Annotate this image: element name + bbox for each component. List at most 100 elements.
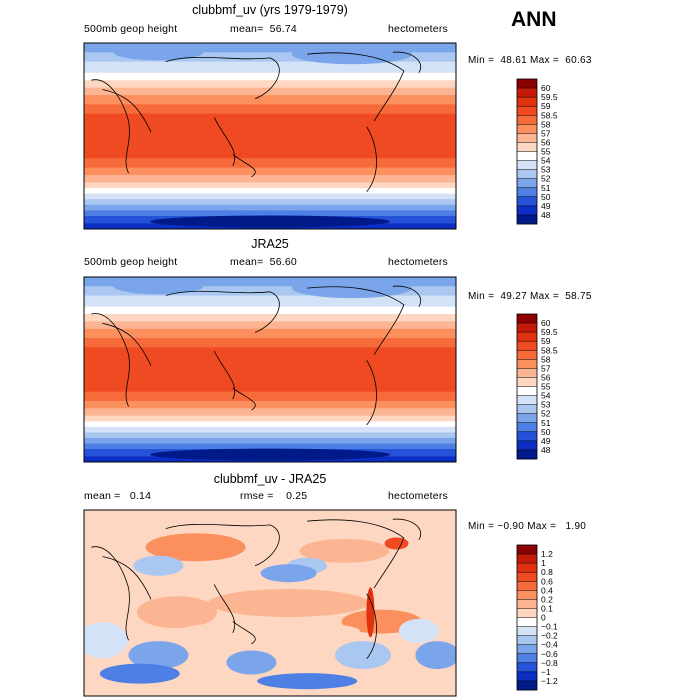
colorbar-tick-label: 0.8	[541, 567, 553, 577]
colorbar-tick-label: −0.1	[541, 622, 558, 632]
map-band	[84, 426, 456, 433]
colorbar-swatch	[517, 359, 537, 369]
map-band	[84, 338, 456, 348]
antarctic-low	[150, 448, 390, 461]
panel-2-field-label: 500mb geop height	[84, 256, 178, 268]
coastline	[213, 350, 235, 400]
colorbar-swatch	[517, 680, 537, 691]
panel-1-minmax: Min = 48.61 Max = 60.63	[468, 55, 592, 66]
colorbar-tick-label: 52	[541, 409, 551, 419]
colorbar-tick-label: 59	[541, 101, 551, 111]
colorbar-tick-label: 58.5	[541, 110, 558, 120]
map-band	[84, 277, 456, 287]
colorbar-swatch	[517, 79, 537, 89]
panel-2-frame	[83, 276, 457, 463]
coastline	[232, 154, 256, 178]
colorbar-swatch	[517, 377, 537, 387]
colorbar-swatch	[517, 97, 537, 107]
colorbar-swatch	[517, 178, 537, 189]
colorbar-swatch	[517, 196, 537, 207]
coastline	[165, 56, 280, 100]
coastline	[366, 593, 377, 660]
colorbar-tick-label: 58	[541, 119, 551, 129]
coastline	[102, 89, 152, 133]
colorbar-swatch	[517, 626, 537, 636]
colorbar-swatch	[517, 608, 537, 618]
season-label: ANN	[511, 8, 557, 31]
colorbar-tick-label: −0.2	[541, 631, 558, 641]
colorbar-swatch	[517, 440, 537, 451]
map-band	[84, 193, 456, 200]
coastline	[213, 117, 235, 166]
colorbar-tick-label: 49	[541, 436, 551, 446]
colorbar-tick-label: 54	[541, 391, 551, 401]
map-band	[84, 321, 456, 330]
map-band	[84, 175, 456, 183]
panel-1-mean-label: mean= 56.74	[230, 23, 297, 35]
map-band	[84, 437, 456, 444]
colorbar-swatch	[517, 133, 537, 143]
colorbar-swatch	[517, 314, 537, 324]
colorbar-tick-label: 51	[541, 183, 551, 193]
coastline	[232, 621, 256, 645]
colorbar-tick-label: 58	[541, 354, 551, 364]
map-band	[84, 61, 456, 74]
diff-blob	[137, 596, 217, 629]
colorbar-tick-label: 53	[541, 165, 551, 175]
panel-2-map	[84, 277, 456, 462]
map-band	[84, 43, 456, 53]
panel-1-field-label: 500mb geop height	[84, 23, 178, 35]
coastline	[307, 286, 405, 355]
map-band	[84, 314, 456, 322]
colorbar-swatch	[517, 151, 537, 161]
colorbar-tick-label: −0.8	[541, 658, 558, 668]
colorbar-swatch	[517, 635, 537, 645]
panel-1-map	[84, 43, 456, 229]
coastline	[102, 556, 152, 600]
map-band	[84, 347, 456, 359]
colorbar-swatch	[517, 413, 537, 424]
colorbar-tick-label: 0.4	[541, 585, 553, 595]
colorbar-tick-label: 59.5	[541, 92, 558, 102]
panel-2-title: JRA25	[251, 237, 289, 251]
coastline	[366, 126, 377, 193]
panel-3-minmax: Min = −0.90 Max = 1.90	[468, 521, 587, 532]
colorbar-tick-label: 56	[541, 137, 551, 147]
panel-3-mean-stat: mean = 0.14	[84, 490, 152, 502]
colorbar-tick-label: −1.2	[541, 676, 558, 686]
panel-1-units: hectometers	[388, 23, 448, 35]
colorbar-swatch	[517, 350, 537, 360]
colorbar-swatch	[517, 581, 537, 591]
colorbar-tick-label: −1	[541, 667, 551, 677]
panel-3-rmse-label: rmse = 0.25	[240, 490, 308, 502]
colorbar-swatch	[517, 644, 537, 655]
map-band	[84, 204, 456, 211]
coastline	[366, 360, 377, 426]
colorbar-swatch	[517, 431, 537, 442]
diff-blob	[415, 641, 456, 670]
antarctic-low	[150, 215, 390, 228]
map-band	[84, 415, 456, 422]
colorbar-tick-label: 57	[541, 363, 551, 373]
panel-3-units: hectometers	[388, 490, 448, 502]
map-band	[84, 408, 456, 417]
diff-blob	[84, 622, 128, 659]
coastline	[232, 387, 256, 411]
colorbar-swatch	[517, 88, 537, 98]
colorbar-swatch	[517, 554, 537, 564]
map-band	[84, 113, 456, 126]
colorbar-swatch	[517, 160, 537, 170]
diff-blob	[133, 555, 184, 576]
colorbar-tick-label: 50	[541, 427, 551, 437]
coastline	[307, 519, 405, 589]
colorbar-swatch	[517, 404, 537, 414]
panel-3-map	[84, 510, 456, 696]
colorbar-swatch	[517, 142, 537, 152]
colorbar-swatch	[517, 590, 537, 600]
colorbar-swatch	[517, 332, 537, 342]
diff-blob	[260, 564, 317, 583]
diff-blob	[99, 663, 180, 684]
colorbar-tick-label: 55	[541, 147, 551, 157]
coastline	[307, 52, 405, 122]
map-band	[84, 391, 456, 402]
